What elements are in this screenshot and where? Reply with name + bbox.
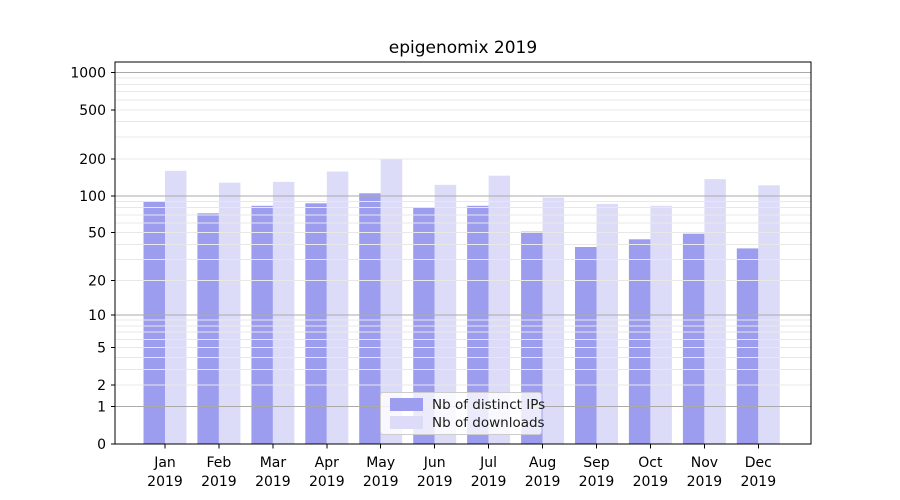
bar-downloads <box>218 182 241 444</box>
y-tick-label: 50 <box>88 226 106 242</box>
x-tick-label: Jun <box>423 455 446 471</box>
bar-downloads <box>650 205 672 444</box>
bar-downloads <box>165 170 187 445</box>
legend-item-downloads: Nb of downloads <box>390 415 545 431</box>
bar-distinct-ips <box>736 248 759 444</box>
bar-distinct-ips <box>521 231 543 444</box>
bar-distinct-ips <box>197 213 219 444</box>
bar-distinct-ips <box>305 203 327 444</box>
y-tick-label: 100 <box>79 189 106 205</box>
bar-downloads <box>272 181 295 444</box>
bar-downloads <box>488 175 511 444</box>
chart-title: epigenomix 2019 <box>388 38 538 58</box>
x-tick-label-year: 2019 <box>255 474 291 490</box>
x-tick-label: Apr <box>315 455 339 471</box>
x-tick-label-year: 2019 <box>309 474 345 490</box>
bar-downloads <box>596 203 618 444</box>
x-tick-label-year: 2019 <box>579 474 615 490</box>
x-tick-label-year: 2019 <box>417 474 453 490</box>
legend-label-distinct-ips: Nb of distinct IPs <box>432 396 546 413</box>
y-tick-label: 5 <box>97 341 106 357</box>
x-tick-label-year: 2019 <box>740 474 776 490</box>
x-tick-label-year: 2019 <box>471 474 507 490</box>
bar-downloads <box>380 159 403 444</box>
legend: Nb of distinct IPs Nb of downloads <box>380 392 545 435</box>
x-tick-label: Aug <box>529 455 556 471</box>
bar-downloads <box>434 184 457 445</box>
y-tick-label: 0 <box>97 437 106 453</box>
x-tick-label: Feb <box>207 455 232 471</box>
legend-label-downloads: Nb of downloads <box>432 414 545 431</box>
bar-downloads <box>326 171 349 444</box>
x-tick-label-year: 2019 <box>687 474 723 490</box>
x-tick-label-year: 2019 <box>201 474 237 490</box>
y-tick-label: 2 <box>97 378 106 394</box>
y-tick-label: 20 <box>88 273 106 289</box>
bar-downloads <box>704 179 726 444</box>
plot-border <box>114 61 812 445</box>
x-tick-label: Oct <box>638 455 663 471</box>
x-tick-label: Sep <box>583 455 610 471</box>
y-tick-label: 200 <box>79 152 106 168</box>
x-tick-label: Nov <box>691 455 718 471</box>
x-tick-label: May <box>366 455 395 471</box>
y-tick-label: 1000 <box>70 66 106 82</box>
x-tick-label-year: 2019 <box>525 474 561 490</box>
y-tick-label: 500 <box>79 103 106 119</box>
legend-swatch-downloads <box>390 416 423 429</box>
y-tick-label: 10 <box>88 308 106 324</box>
bar-distinct-ips <box>251 205 273 444</box>
x-tick-label: Jul <box>479 455 497 471</box>
bar-distinct-ips <box>143 201 165 444</box>
y-tick-label: 1 <box>97 400 106 416</box>
bar-distinct-ips <box>575 247 597 444</box>
bar-distinct-ips <box>628 239 651 444</box>
x-tick-label: Dec <box>745 455 772 471</box>
bar-distinct-ips <box>359 193 381 444</box>
bar-distinct-ips <box>682 233 705 444</box>
x-tick-label: Jan <box>153 455 176 471</box>
x-tick-label: Mar <box>260 455 287 471</box>
legend-swatch-distinct-ips <box>390 398 423 411</box>
legend-item-distinct-ips: Nb of distinct IPs <box>390 397 545 413</box>
x-tick-label-year: 2019 <box>633 474 669 490</box>
x-tick-label-year: 2019 <box>363 474 399 490</box>
x-tick-label-year: 2019 <box>147 474 183 490</box>
